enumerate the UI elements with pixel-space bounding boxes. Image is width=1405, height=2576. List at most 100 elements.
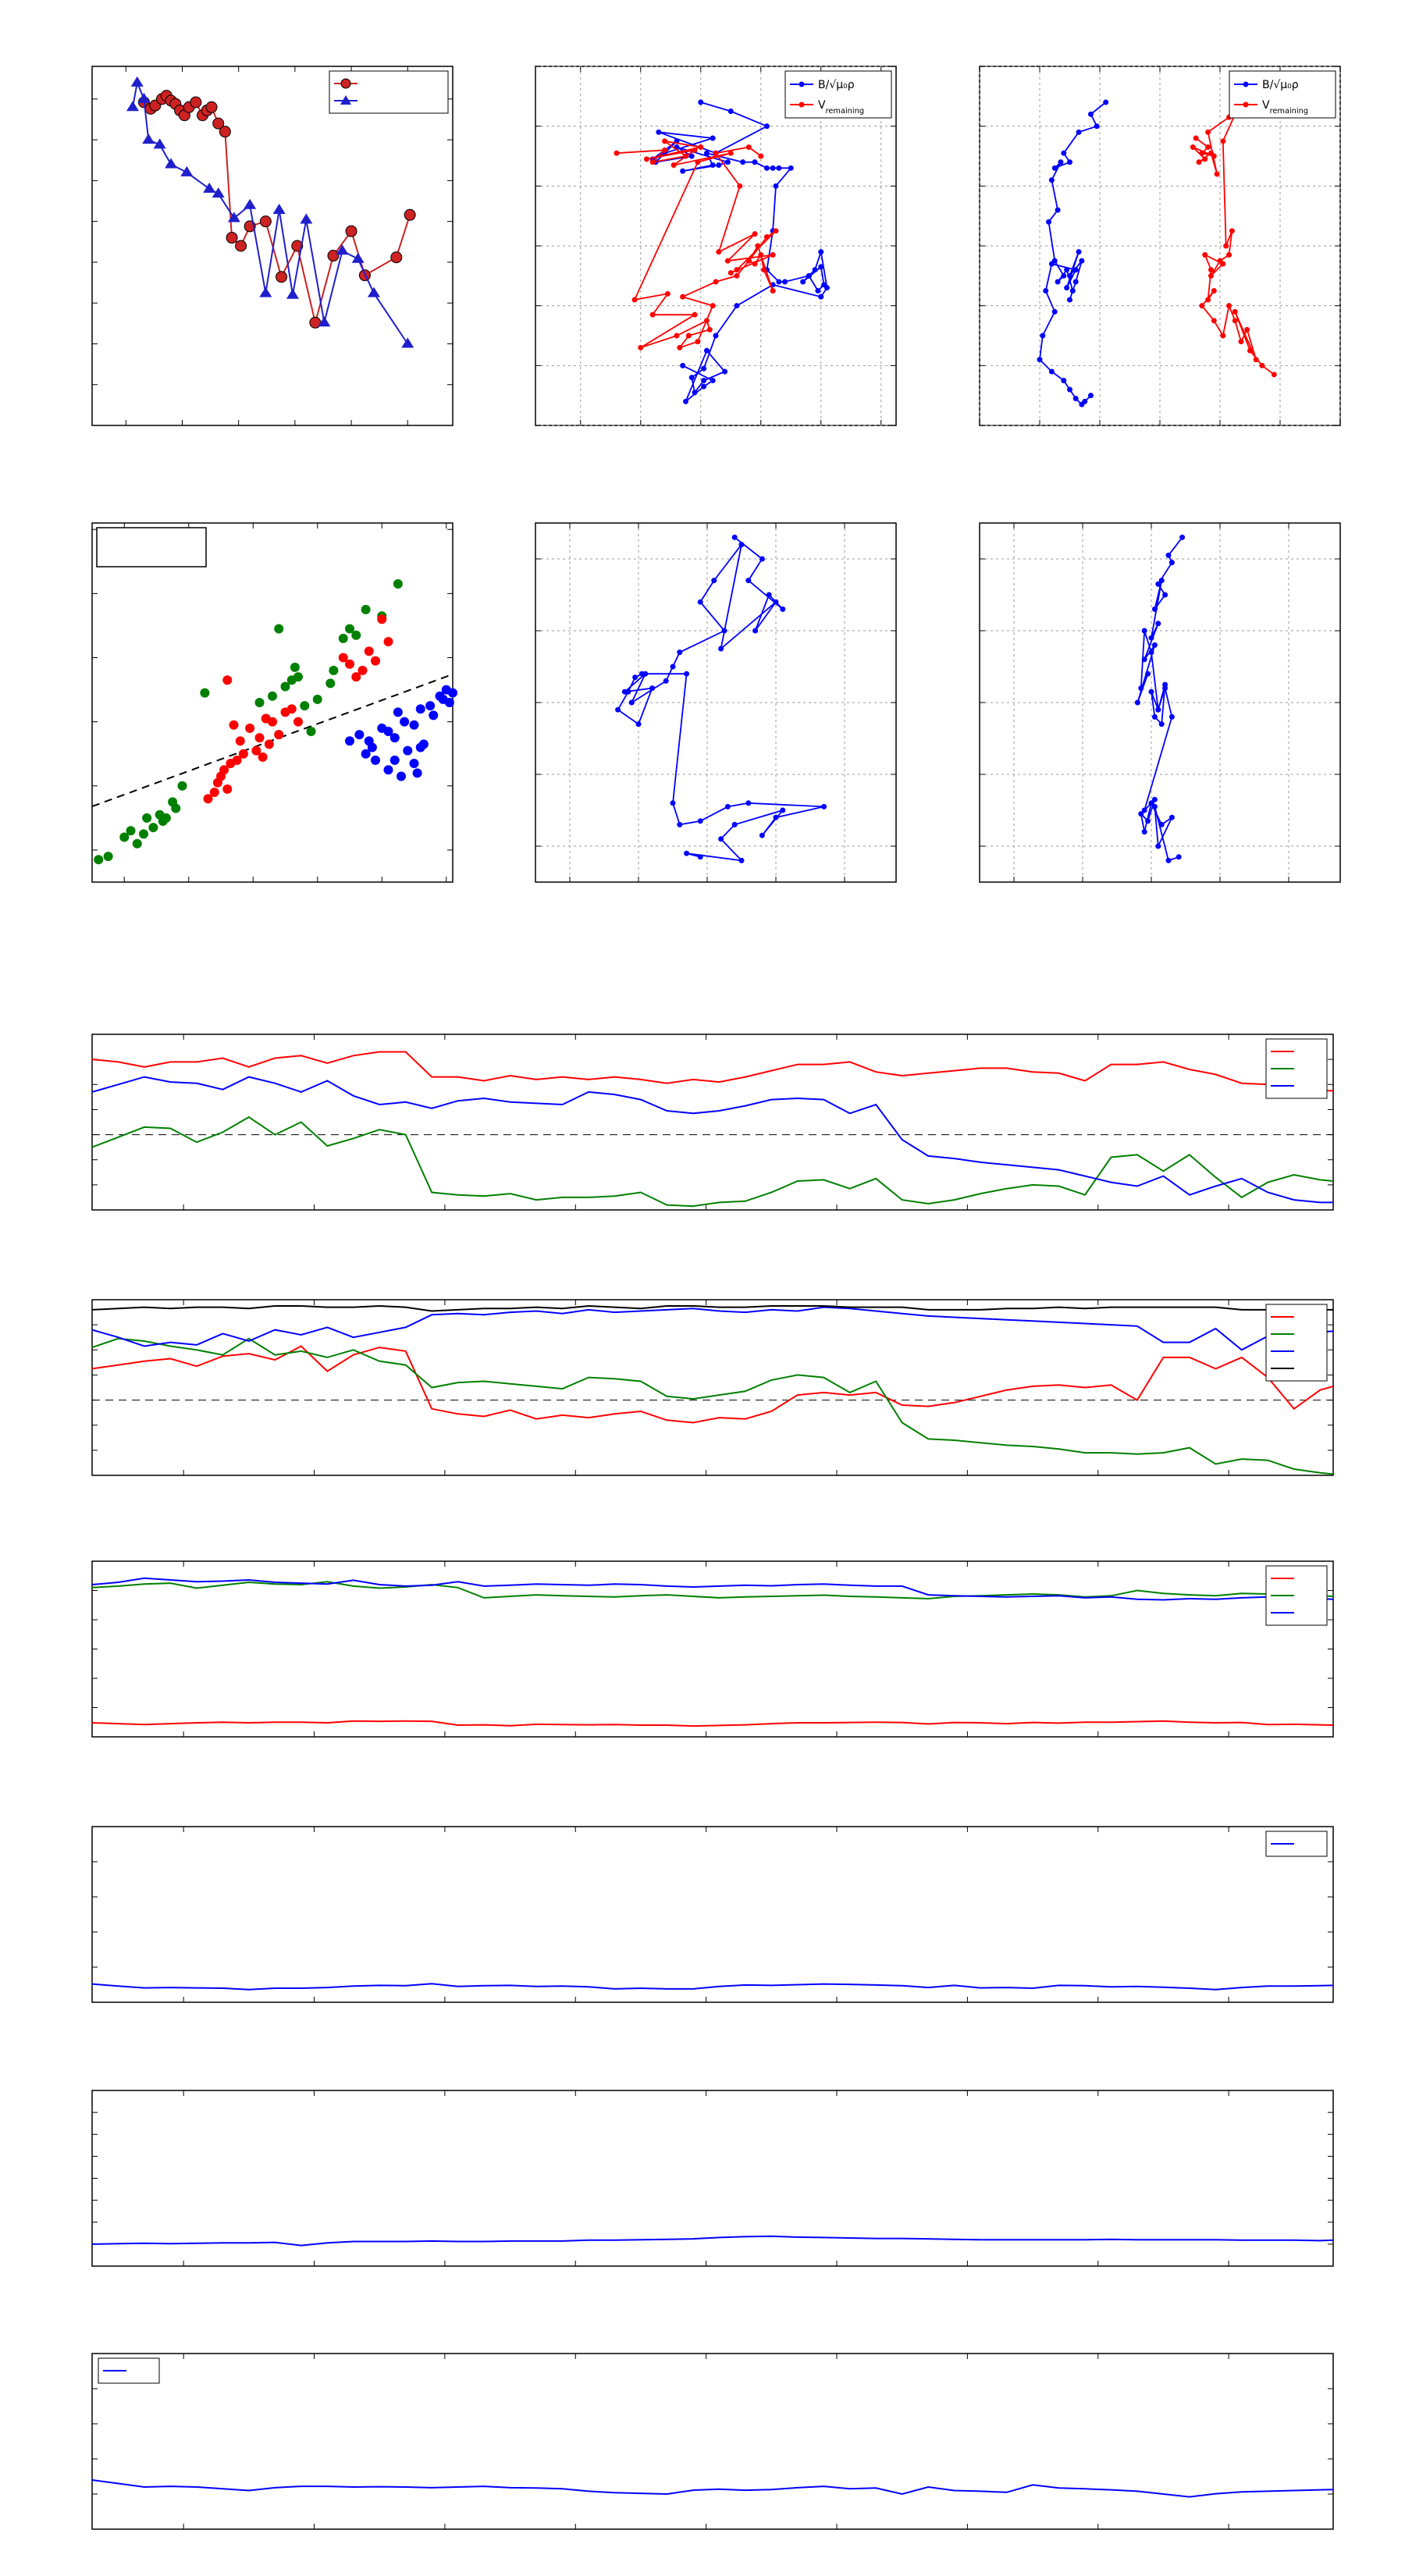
data-point: [1040, 333, 1046, 339]
data-point: [1103, 99, 1109, 105]
data-point: [367, 286, 380, 297]
series-line: [91, 2479, 1334, 2498]
data-point: [1202, 252, 1208, 258]
series-line: [91, 2235, 1334, 2247]
chart-tp: [91, 2353, 1334, 2530]
data-point: [126, 101, 139, 112]
data-point: [412, 768, 422, 778]
data-point: [364, 646, 374, 656]
data-point: [1253, 357, 1259, 363]
data-point: [448, 688, 457, 698]
data-point: [200, 688, 210, 698]
data-point: [710, 162, 716, 168]
data-point: [1190, 144, 1196, 150]
data-point: [259, 286, 272, 297]
data-point: [1148, 635, 1154, 641]
data-point: [1199, 303, 1205, 309]
data-point: [738, 542, 745, 548]
chart-transverse-pressure: [91, 66, 454, 426]
data-point: [1205, 144, 1211, 150]
data-point: [701, 383, 707, 390]
data-point: [713, 150, 719, 156]
legend-label: B/√μ₀ρ: [818, 79, 855, 91]
data-point: [290, 662, 300, 672]
data-point: [212, 187, 225, 198]
data-point: [1220, 333, 1226, 339]
data-point: [209, 788, 219, 797]
data-point: [171, 803, 181, 813]
data-point: [126, 826, 136, 836]
data-point: [780, 807, 786, 813]
data-point: [806, 272, 812, 279]
legend-marker: [799, 81, 805, 87]
data-point: [685, 333, 692, 339]
data-point: [1176, 854, 1182, 860]
plot-frame: [91, 522, 454, 883]
data-point: [662, 147, 668, 153]
data-point: [692, 311, 698, 318]
data-point: [758, 252, 764, 258]
data-point: [1229, 228, 1235, 234]
data-point: [670, 800, 676, 806]
data-point: [703, 347, 710, 354]
data-point: [229, 720, 239, 730]
data-point: [409, 720, 419, 730]
data-point: [1145, 671, 1151, 677]
data-point: [773, 183, 779, 189]
data-point: [1214, 171, 1220, 177]
data-point: [684, 671, 690, 677]
data-point: [389, 755, 400, 765]
data-point: [697, 599, 703, 605]
data-point: [393, 579, 403, 589]
data-point: [219, 126, 231, 138]
data-point: [148, 823, 158, 833]
data-point: [1048, 368, 1055, 375]
data-point: [258, 752, 268, 762]
data-point: [293, 717, 303, 727]
data-point: [383, 636, 393, 646]
data-point: [1048, 177, 1055, 183]
data-point: [351, 252, 365, 263]
chart-h3: [535, 522, 897, 883]
data-point: [727, 109, 734, 114]
data-point: [734, 267, 740, 273]
data-point: [1196, 159, 1202, 165]
data-point: [1051, 308, 1058, 315]
data-point: [1238, 339, 1244, 345]
data-point: [300, 213, 313, 224]
data-point: [703, 150, 710, 156]
data-point: [1155, 706, 1161, 713]
stats-box: [96, 527, 207, 568]
data-point: [745, 578, 752, 584]
chart-np: [91, 2090, 1334, 2267]
data-point: [203, 794, 213, 804]
data-point: [226, 232, 238, 244]
data-point: [357, 665, 368, 675]
data-point: [773, 228, 779, 234]
data-point: [701, 365, 707, 372]
data-point: [251, 745, 261, 756]
data-point: [1158, 721, 1165, 728]
data-point: [1141, 656, 1147, 663]
data-point: [1202, 156, 1208, 162]
data-point: [1199, 150, 1205, 156]
data-point: [318, 316, 331, 327]
series-line: [91, 1076, 1333, 1204]
data-point: [763, 165, 770, 171]
data-point: [752, 628, 759, 634]
data-point: [1205, 129, 1211, 135]
data-point: [710, 303, 716, 309]
data-point: [716, 162, 722, 168]
data-point: [338, 633, 348, 643]
data-point: [1072, 279, 1079, 285]
data-point: [276, 271, 288, 283]
data-point: [718, 646, 724, 652]
data-point: [429, 710, 439, 720]
data-point: [244, 198, 257, 209]
data-point: [663, 678, 669, 684]
data-point: [1055, 207, 1061, 213]
data-point: [674, 333, 680, 339]
data-point: [291, 240, 304, 252]
data-point: [1151, 642, 1158, 648]
data-point: [1072, 267, 1079, 273]
